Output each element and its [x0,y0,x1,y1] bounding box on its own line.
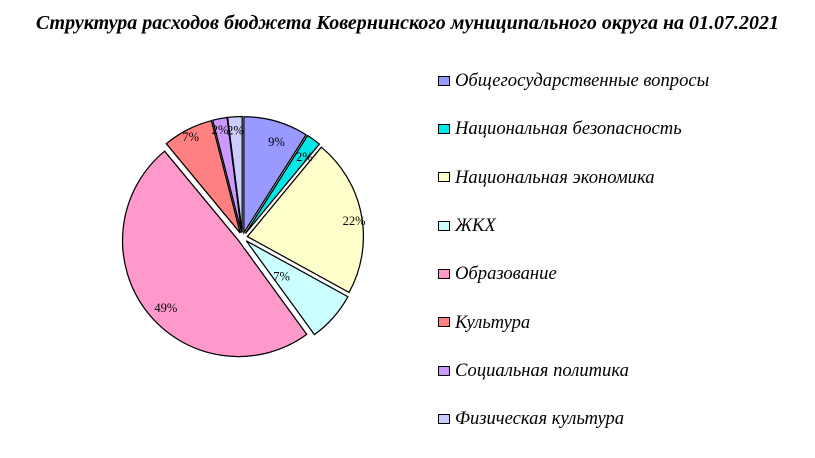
svg-text:2%: 2% [296,150,313,164]
svg-text:49%: 49% [154,301,177,315]
svg-text:2%: 2% [227,124,244,138]
svg-text:7%: 7% [182,130,199,144]
svg-text:2%: 2% [212,123,229,137]
svg-text:7%: 7% [273,270,290,284]
svg-text:22%: 22% [343,214,366,228]
svg-text:9%: 9% [268,135,285,149]
